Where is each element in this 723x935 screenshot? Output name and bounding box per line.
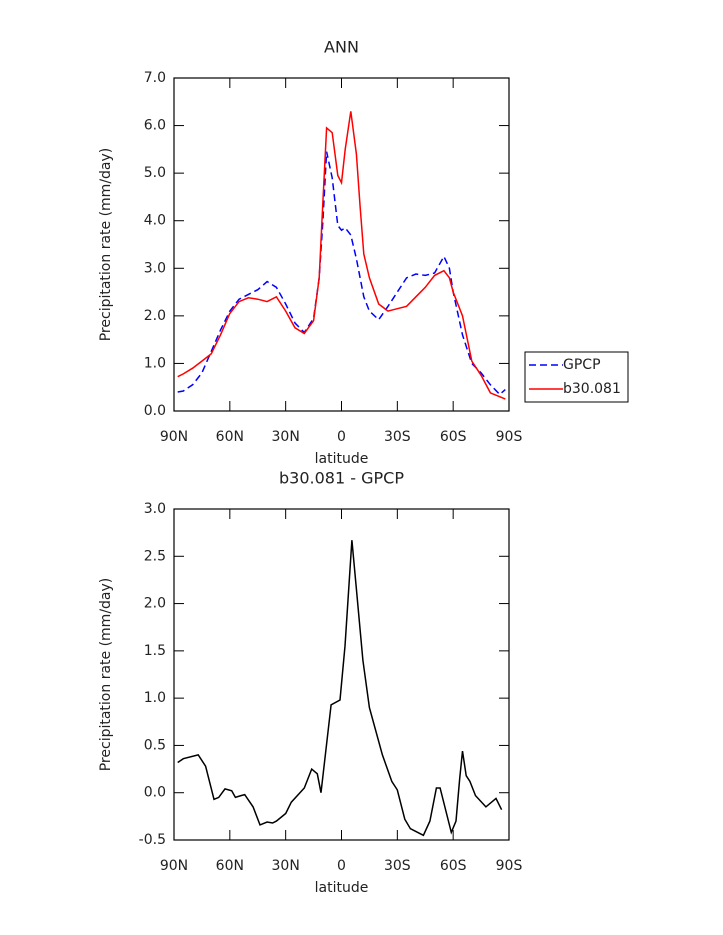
y-tick-label: 7.0 bbox=[144, 70, 166, 86]
x-tick-label: 90S bbox=[496, 858, 523, 874]
data-line bbox=[177, 540, 503, 837]
x-tick-label: 30N bbox=[272, 429, 300, 445]
x-tick-label: 0 bbox=[337, 429, 346, 445]
plot-frame bbox=[173, 508, 510, 841]
chart-title: b30.081 - GPCP bbox=[279, 469, 404, 488]
y-tick-label: 5.0 bbox=[144, 165, 166, 181]
x-axis-label: latitude bbox=[315, 451, 369, 467]
data-line bbox=[177, 151, 506, 396]
y-tick-label: 2.5 bbox=[144, 548, 166, 564]
y-tick-label: 6.0 bbox=[144, 118, 166, 134]
y-tick-label: 1.0 bbox=[144, 355, 166, 371]
y-tick-label: 2.0 bbox=[144, 596, 166, 612]
data-line bbox=[177, 111, 506, 400]
y-tick-label: 3.0 bbox=[144, 501, 166, 517]
y-axis-label: Precipitation rate (mm/day) bbox=[98, 578, 114, 772]
x-tick-label: 60N bbox=[216, 858, 244, 874]
y-tick-label: 0.0 bbox=[144, 403, 166, 419]
x-tick-label: 0 bbox=[337, 858, 346, 874]
legend-label: b30.081 bbox=[563, 381, 621, 397]
legend-label: GPCP bbox=[563, 357, 601, 373]
x-tick-label: 30N bbox=[272, 858, 300, 874]
y-tick-label: 1.0 bbox=[144, 690, 166, 706]
x-tick-label: 30S bbox=[384, 429, 411, 445]
x-tick-label: 90S bbox=[496, 429, 523, 445]
y-tick-label: 4.0 bbox=[144, 213, 166, 229]
x-axis-label: latitude bbox=[315, 880, 369, 896]
x-tick-label: 30S bbox=[384, 858, 411, 874]
chart-title: ANN bbox=[324, 38, 359, 57]
y-tick-label: -0.5 bbox=[139, 832, 166, 848]
y-tick-label: 0.5 bbox=[144, 737, 166, 753]
x-tick-label: 90N bbox=[160, 429, 188, 445]
plot-frame bbox=[173, 77, 510, 412]
y-tick-label: 2.0 bbox=[144, 308, 166, 324]
x-tick-label: 60N bbox=[216, 429, 244, 445]
x-tick-label: 90N bbox=[160, 858, 188, 874]
legend-box bbox=[524, 351, 629, 403]
y-axis-label: Precipitation rate (mm/day) bbox=[98, 148, 114, 342]
x-tick-label: 60S bbox=[440, 429, 467, 445]
y-tick-label: 3.0 bbox=[144, 260, 166, 276]
y-tick-label: 0.0 bbox=[144, 785, 166, 801]
y-tick-label: 1.5 bbox=[144, 643, 166, 659]
x-tick-label: 60S bbox=[440, 858, 467, 874]
